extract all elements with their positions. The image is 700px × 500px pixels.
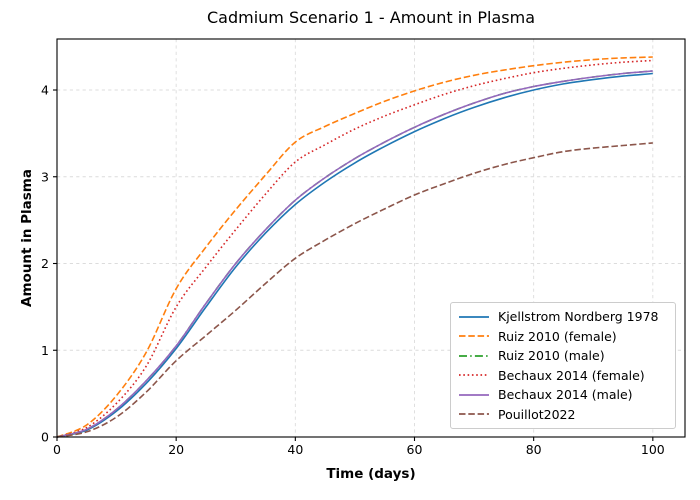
x-tick-label: 80	[526, 442, 542, 457]
legend-item: Bechaux 2014 (female)	[459, 366, 667, 385]
series-line	[56, 72, 653, 438]
legend-line-sample	[459, 393, 489, 396]
legend-label: Ruiz 2010 (male)	[498, 348, 605, 364]
series-line	[56, 142, 653, 438]
x-tick-label: 20	[168, 442, 184, 457]
legend-line-sample	[459, 413, 489, 416]
legend: Kjellstrom Nordberg 1978 Ruiz 2010 (femal…	[450, 302, 676, 429]
legend-line-sample	[459, 374, 489, 377]
y-tick-label: 1	[41, 343, 49, 358]
x-tick-label: 40	[287, 442, 303, 457]
legend-label: Bechaux 2014 (male)	[498, 387, 633, 403]
legend-label: Pouillot2022	[498, 406, 576, 422]
legend-item: Kjellstrom Nordberg 1978	[459, 307, 667, 326]
legend-line-sample	[459, 315, 489, 318]
legend-item: Pouillot2022	[459, 405, 667, 424]
legend-label: Kjellstrom Nordberg 1978	[498, 309, 659, 325]
legend-label: Bechaux 2014 (female)	[498, 367, 645, 383]
legend-line-sample	[459, 354, 489, 357]
y-tick-label: 3	[41, 169, 49, 184]
series-line	[56, 70, 653, 438]
series-line	[56, 56, 653, 438]
x-tick-label: 100	[641, 442, 665, 457]
x-tick-label: 0	[53, 442, 61, 457]
legend-item: Ruiz 2010 (female)	[459, 327, 667, 346]
legend-line-sample	[459, 335, 489, 338]
y-axis-label-text: Amount in Plasma	[19, 169, 35, 307]
x-axis-label: Time (days)	[326, 466, 416, 482]
y-tick-label: 0	[41, 430, 49, 445]
y-tick-label: 2	[41, 256, 49, 271]
x-tick-label: 60	[407, 442, 423, 457]
y-tick-label: 4	[41, 83, 49, 98]
legend-item: Bechaux 2014 (male)	[459, 385, 667, 404]
y-axis-label: Amount in Plasma	[0, 0, 35, 500]
chart-title: Cadmium Scenario 1 - Amount in Plasma	[207, 8, 535, 27]
axes-spines	[56, 38, 686, 438]
series-line	[56, 59, 653, 438]
legend-label: Ruiz 2010 (female)	[498, 328, 617, 344]
legend-item: Ruiz 2010 (male)	[459, 346, 667, 365]
